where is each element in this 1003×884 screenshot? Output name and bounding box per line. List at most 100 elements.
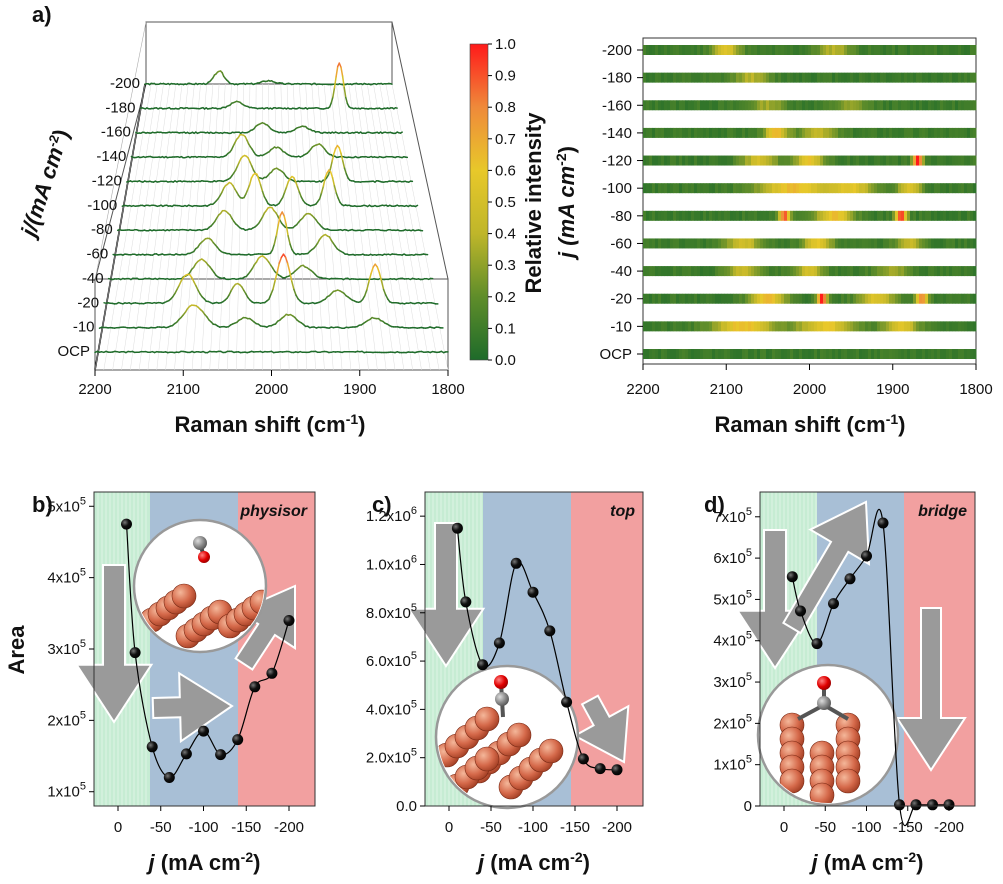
heatmap-cell (727, 210, 731, 221)
data-point (611, 764, 623, 776)
heatmap-cell (922, 100, 926, 111)
heatmap-cell (691, 127, 695, 138)
heatmap-cell (817, 45, 821, 55)
series-label: -60 (86, 246, 108, 263)
heatmap-cell (952, 183, 956, 194)
heatmap-cell (703, 293, 707, 304)
heatmap-cell (817, 100, 821, 111)
heatmap-cell (826, 238, 830, 249)
heatmap-cell (784, 72, 788, 83)
heatmap-cell (676, 183, 680, 194)
heatmap-cell (685, 45, 689, 55)
heatmap-cell (694, 293, 698, 304)
heatmap-cell (832, 127, 836, 138)
heatmap-cell (697, 210, 701, 221)
heatmap-cell (658, 321, 662, 332)
heatmap-cell (895, 238, 899, 249)
heatmap-cell (844, 155, 848, 166)
heatmap-cell (751, 45, 755, 55)
heatmap-cell (664, 293, 668, 304)
heatmap-cell (814, 293, 818, 304)
heatmap-cell (805, 266, 809, 277)
heatmap-cell (922, 127, 926, 138)
heatmap-cell (799, 45, 803, 55)
series-label: -160 (101, 124, 131, 141)
heatmap-cell (946, 210, 950, 221)
heatmap-cell (712, 238, 716, 249)
heatmap-cell (847, 155, 851, 166)
heatmap-cell (718, 349, 722, 359)
heatmap-cell (775, 72, 779, 83)
heatmap-cell (703, 266, 707, 277)
copper-atom (171, 583, 197, 609)
heatmap-cell (694, 72, 698, 83)
heatmap-cell (694, 349, 698, 359)
heatmap-cell (772, 72, 776, 83)
heatmap-cell (925, 45, 929, 55)
heatmap-cell (676, 100, 680, 111)
x-axis-label: j (mA cm-2) (475, 849, 590, 875)
heatmap-cell (916, 210, 920, 221)
x-tick-label: 2100 (167, 381, 200, 398)
heatmap-cell (952, 127, 956, 138)
heatmap-cell (925, 321, 929, 332)
heatmap-cell (877, 349, 881, 359)
heatmap-cell (808, 266, 812, 277)
heatmap-cell (742, 100, 746, 111)
heatmap-cell (856, 100, 860, 111)
heatmap-cell (646, 100, 650, 111)
heatmap-cell (652, 183, 656, 194)
y-tick-label: -10 (610, 318, 632, 335)
heatmap-cell (724, 293, 728, 304)
panel-label-d: d) (704, 492, 725, 517)
heatmap-cell (796, 238, 800, 249)
x-tick-label: -50 (480, 819, 502, 836)
heatmap-cell (691, 210, 695, 221)
spectrum-segment (332, 87, 336, 98)
heatmap-cell (934, 238, 938, 249)
spectrum-segment (378, 272, 383, 282)
heatmap-cell (811, 210, 815, 221)
heatmap-cell (967, 127, 971, 138)
heatmap-cell (793, 100, 797, 111)
heatmap-cell (940, 238, 944, 249)
heatmap-cell (745, 210, 749, 221)
heatmap-cell (691, 238, 695, 249)
heatmap-cell (829, 293, 833, 304)
heatmap-cell (733, 155, 737, 166)
heatmap-cell (643, 349, 647, 359)
heatmap-cell (814, 238, 818, 249)
heatmap-cell (937, 266, 941, 277)
x-tick-label: 2000 (793, 381, 826, 398)
heatmap-cell (913, 293, 917, 304)
heatmap-cell (736, 72, 740, 83)
spectrum-segment (291, 280, 295, 291)
heatmap-cell (862, 266, 866, 277)
heatmap-cell (835, 293, 839, 304)
heatmap-cell (769, 266, 773, 277)
heatmap-cell (862, 127, 866, 138)
heatmap-cell (838, 45, 842, 55)
panel-tag: bridge (918, 503, 967, 520)
heatmap-cell (676, 349, 680, 359)
heatmap-cell (730, 72, 734, 83)
y-tick-label: -160 (602, 97, 632, 114)
heatmap-cell (721, 266, 725, 277)
heatmap-cell (748, 210, 752, 221)
heatmap-cell (790, 321, 794, 332)
heatmap-cell (646, 127, 650, 138)
heatmap-cell (880, 349, 884, 359)
spectrum-segment (341, 75, 345, 89)
heatmap-cell (676, 45, 680, 55)
heatmap-cell (769, 127, 773, 138)
heatmap-cell (826, 100, 830, 111)
y-tick-label: -40 (610, 263, 632, 280)
heatmap-cell (955, 210, 959, 221)
heatmap-cell (706, 127, 710, 138)
heatmap-cell (700, 183, 704, 194)
heatmap-cell (706, 183, 710, 194)
heatmap-cell (955, 183, 959, 194)
heatmap-cell (859, 210, 863, 221)
y-tick-label: 7x105 (713, 506, 752, 526)
heatmap-cell (685, 210, 689, 221)
